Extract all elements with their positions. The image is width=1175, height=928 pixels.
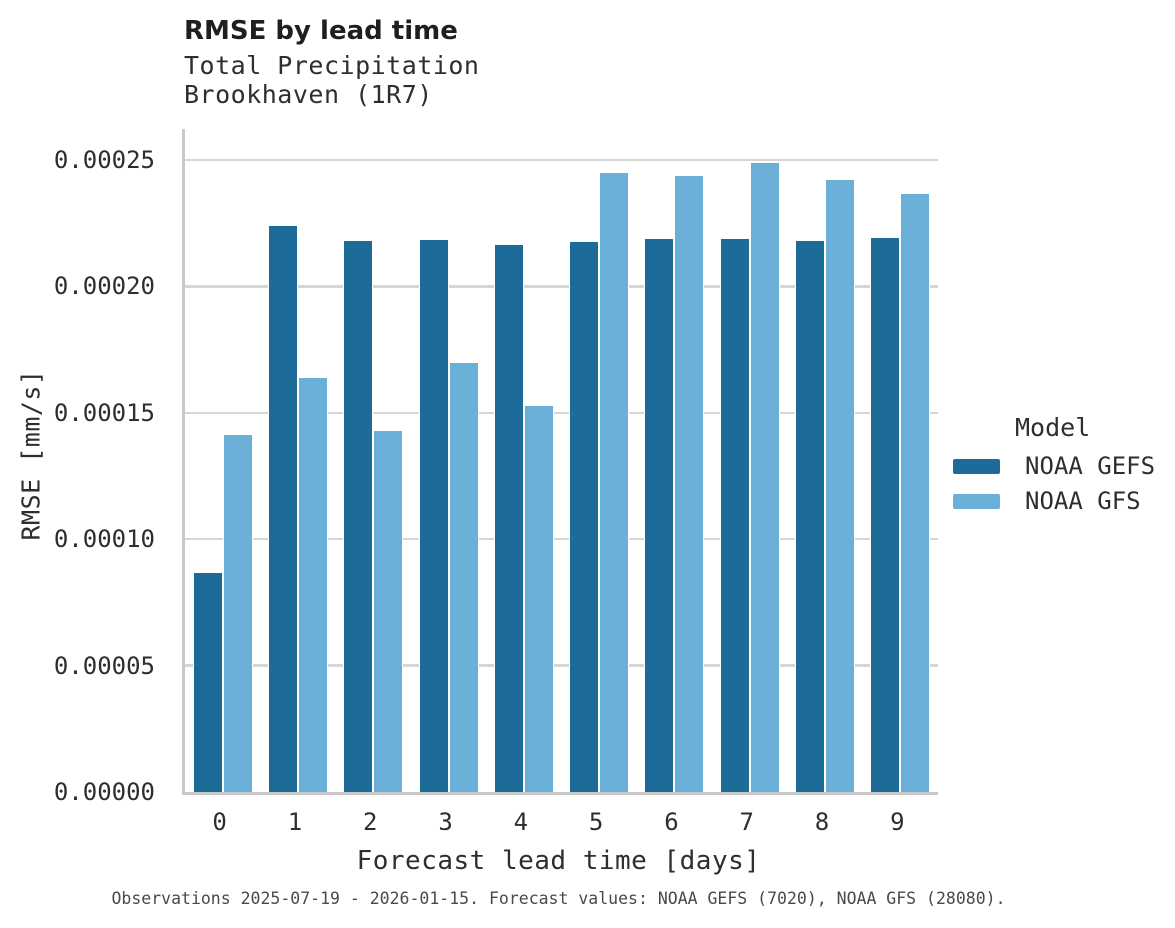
bar-group <box>561 171 636 792</box>
legend-swatch <box>953 493 1000 509</box>
bar-group <box>336 240 411 792</box>
y-tick-label: 0.00020 <box>53 272 155 301</box>
bar-noaa-gefs <box>493 243 524 792</box>
bar-groups <box>185 129 938 792</box>
bar-group <box>185 434 260 792</box>
y-tick-label: 0.00015 <box>53 398 155 427</box>
plot-area <box>182 129 938 795</box>
legend-items: NOAA GEFS NOAA GFS <box>953 452 1156 515</box>
bar-noaa-gfs <box>825 179 856 792</box>
bar-group <box>637 174 712 792</box>
gridline <box>185 285 938 288</box>
chart-footnote: Observations 2025-07-19 - 2026-01-15. Fo… <box>111 889 1006 908</box>
chart-subtitle-line1: Total Precipitation <box>184 51 480 80</box>
x-tick-label: 9 <box>890 808 905 836</box>
bar-noaa-gefs <box>870 236 901 792</box>
bar-group <box>863 192 938 792</box>
bar-noaa-gfs <box>900 192 931 792</box>
bar-noaa-gfs <box>448 361 479 792</box>
bar-noaa-gefs <box>343 240 374 792</box>
x-axis-label: Forecast lead time [days] <box>356 846 761 876</box>
gridline <box>185 537 938 541</box>
legend-swatch <box>953 458 1000 474</box>
gridline <box>185 158 938 162</box>
legend-item-label: NOAA GEFS <box>1025 452 1156 480</box>
x-tick-label: 4 <box>513 808 529 836</box>
x-tick-label: 0 <box>212 808 227 836</box>
bar-group <box>787 179 862 792</box>
bar-noaa-gefs <box>569 240 600 792</box>
bar-noaa-gfs <box>599 171 630 792</box>
x-tick-label: 6 <box>664 808 679 836</box>
bar-group <box>260 225 335 792</box>
bar-noaa-gefs <box>644 238 675 792</box>
bar-group <box>411 238 486 792</box>
x-tick-label: 1 <box>287 808 303 836</box>
y-axis-label: RMSE [mm/s] <box>16 369 46 541</box>
y-tick-label: 0.00010 <box>53 525 155 554</box>
legend: Model NOAA GEFS NOAA GFS <box>953 413 1156 515</box>
bar-noaa-gfs <box>749 162 780 792</box>
x-tick-label: 2 <box>363 808 378 836</box>
y-tick-label: 0.00025 <box>53 146 155 174</box>
bar-group <box>486 243 561 792</box>
legend-item: NOAA GEFS <box>953 452 1156 480</box>
bar-noaa-gefs <box>192 572 223 792</box>
legend-item: NOAA GFS <box>953 487 1155 515</box>
y-tick-label: 0.00005 <box>53 651 155 680</box>
x-tick-label: 5 <box>588 808 604 836</box>
bar-noaa-gfs <box>674 174 705 792</box>
bar-noaa-gefs <box>267 225 298 792</box>
bar-noaa-gfs <box>297 377 328 792</box>
chart-title: RMSE by lead time <box>184 16 458 46</box>
legend-title: Model <box>1015 413 1091 442</box>
bar-noaa-gefs <box>418 238 449 792</box>
bar-noaa-gfs <box>523 404 554 792</box>
chart-subtitle-line2: Brookhaven (1R7) <box>184 80 433 109</box>
x-tick-label: 8 <box>814 808 830 836</box>
x-axis-ticks: 0 1 2 3 4 5 6 7 8 9 <box>182 808 935 836</box>
bar-noaa-gfs <box>222 434 253 792</box>
legend-item-label: NOAA GFS <box>1025 487 1141 515</box>
x-tick-label: 7 <box>739 808 754 836</box>
bar-noaa-gfs <box>373 429 404 792</box>
x-tick-label: 3 <box>438 808 453 836</box>
y-tick-label: 0.00000 <box>53 778 155 806</box>
gridline <box>185 411 938 415</box>
gridline <box>185 664 938 667</box>
bar-group <box>712 162 787 792</box>
bar-noaa-gefs <box>795 239 826 792</box>
bar-noaa-gefs <box>719 237 750 792</box>
